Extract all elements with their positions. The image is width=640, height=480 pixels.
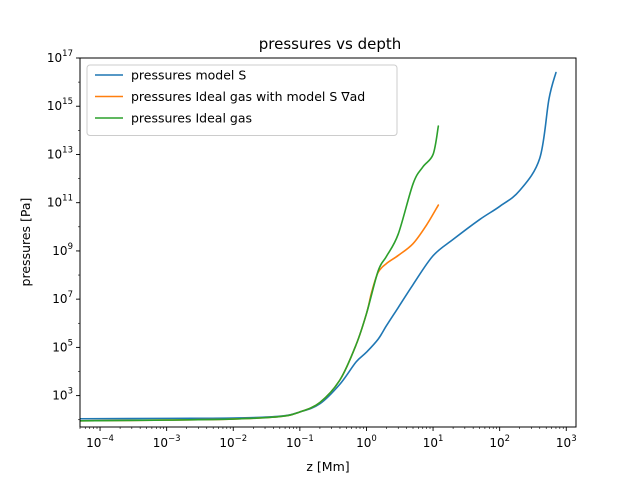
legend-label-3: pressures Ideal gas bbox=[131, 111, 252, 126]
plot-area bbox=[80, 71, 557, 422]
x-axis-label: z [Mm] bbox=[306, 459, 349, 474]
chart-title: pressures vs depth bbox=[259, 35, 402, 53]
legend: pressures model S pressures Ideal gas wit… bbox=[86, 64, 398, 136]
legend-label-2: pressures Ideal gas with model S ∇ad bbox=[131, 89, 365, 104]
y-tick-label: 105 bbox=[52, 338, 73, 354]
x-tick-label: 100 bbox=[356, 434, 377, 450]
legend-box bbox=[86, 64, 398, 136]
x-tick-label: 101 bbox=[423, 434, 444, 450]
y-tick-label: 103 bbox=[52, 387, 73, 403]
y-tick-label: 1017 bbox=[47, 49, 73, 65]
x-tick-label: 10−2 bbox=[219, 434, 247, 450]
x-tick-label: 103 bbox=[556, 434, 577, 450]
y-tick-label: 1015 bbox=[47, 97, 73, 113]
legend-label-1: pressures model S bbox=[131, 68, 246, 83]
x-tick-label: 10−1 bbox=[286, 434, 314, 450]
y-tick-label: 1013 bbox=[47, 145, 73, 161]
y-axis-label: pressures [Pa] bbox=[18, 198, 33, 287]
y-tick-label: 107 bbox=[52, 290, 73, 306]
x-tick-label: 10−4 bbox=[86, 434, 114, 450]
plot-frame bbox=[79, 57, 577, 428]
y-tick-label: 1011 bbox=[47, 194, 73, 210]
y-tick-label: 109 bbox=[52, 242, 73, 258]
x-tick-label: 10−3 bbox=[153, 434, 181, 450]
axis-ticks: 10−4 10−3 10−2 10−1 100 101 102 103 103 105 107 109… bbox=[47, 49, 577, 450]
series-line-3 bbox=[80, 125, 440, 422]
x-tick-label: 102 bbox=[489, 434, 510, 450]
